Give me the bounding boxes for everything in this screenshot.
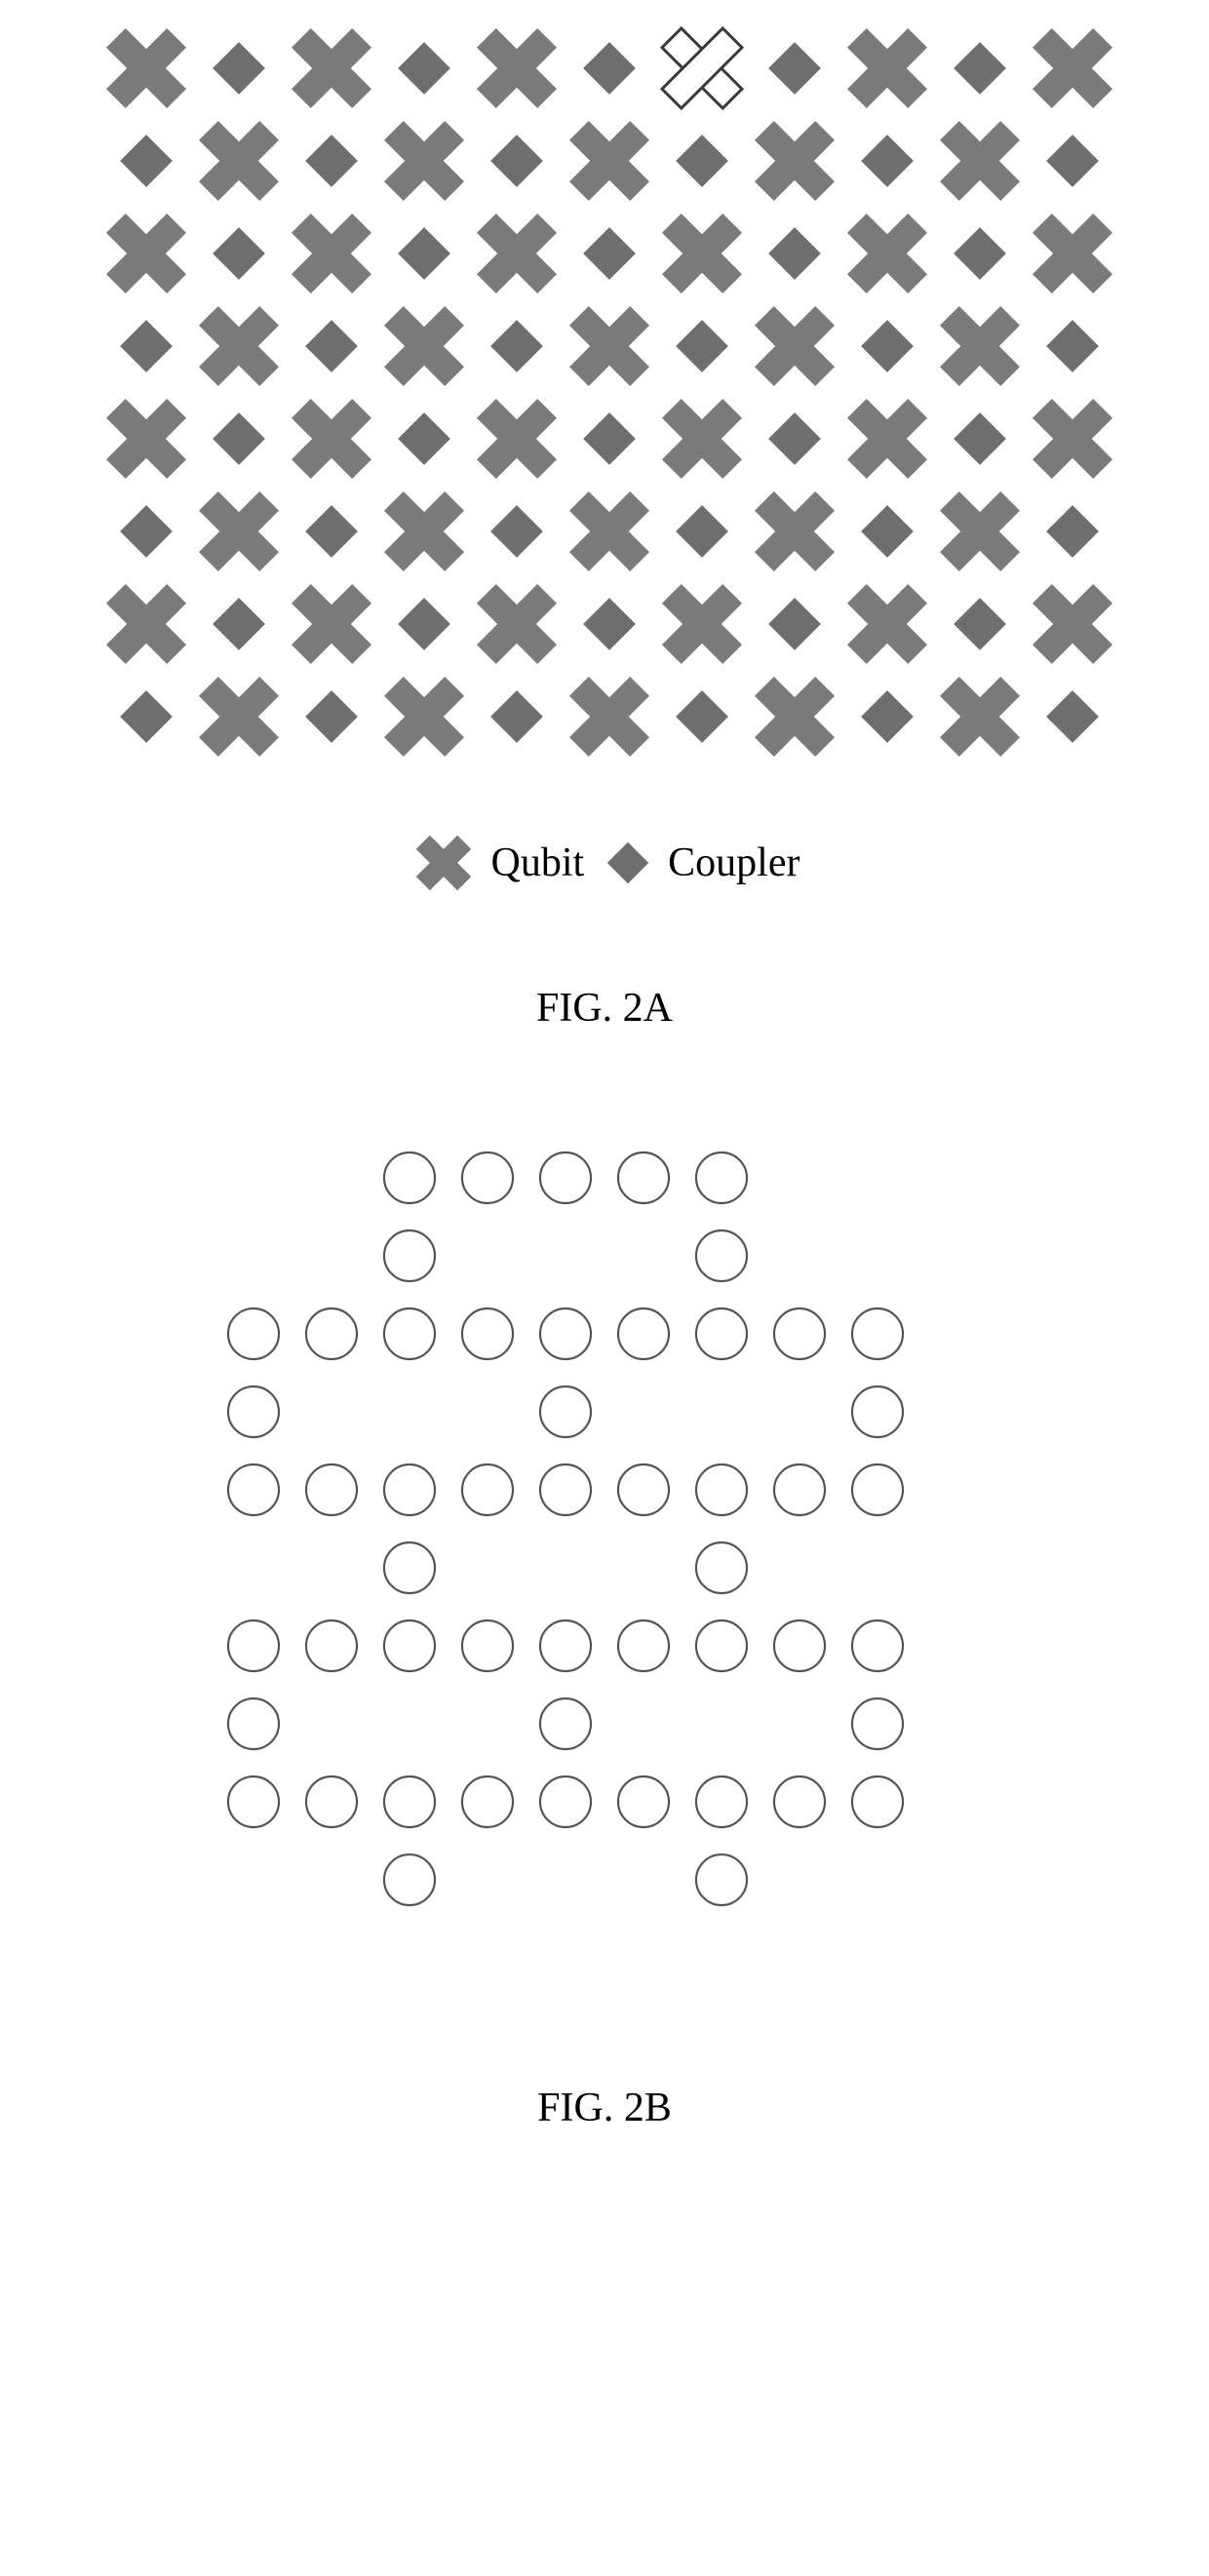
legend-coupler-label: Coupler: [668, 839, 800, 886]
fig-2b-diagram: [166, 1119, 1043, 1997]
legend-qubit-label: Qubit: [491, 839, 585, 886]
legend-coupler: Coupler: [602, 837, 800, 889]
fig-2a-caption: FIG. 2A: [536, 985, 673, 1032]
qubit-icon: [410, 829, 478, 897]
fig-2b-caption: FIG. 2B: [537, 2085, 672, 2131]
figure-2a: Qubit Coupler FIG. 2A: [0, 0, 1209, 1119]
fig-2a-diagram: [68, 0, 1141, 800]
legend-qubit: Qubit: [410, 829, 585, 897]
figure-2b: FIG. 2B: [0, 1119, 1209, 2219]
fig-2a-legend: Qubit Coupler: [410, 829, 800, 897]
coupler-icon: [602, 837, 654, 889]
